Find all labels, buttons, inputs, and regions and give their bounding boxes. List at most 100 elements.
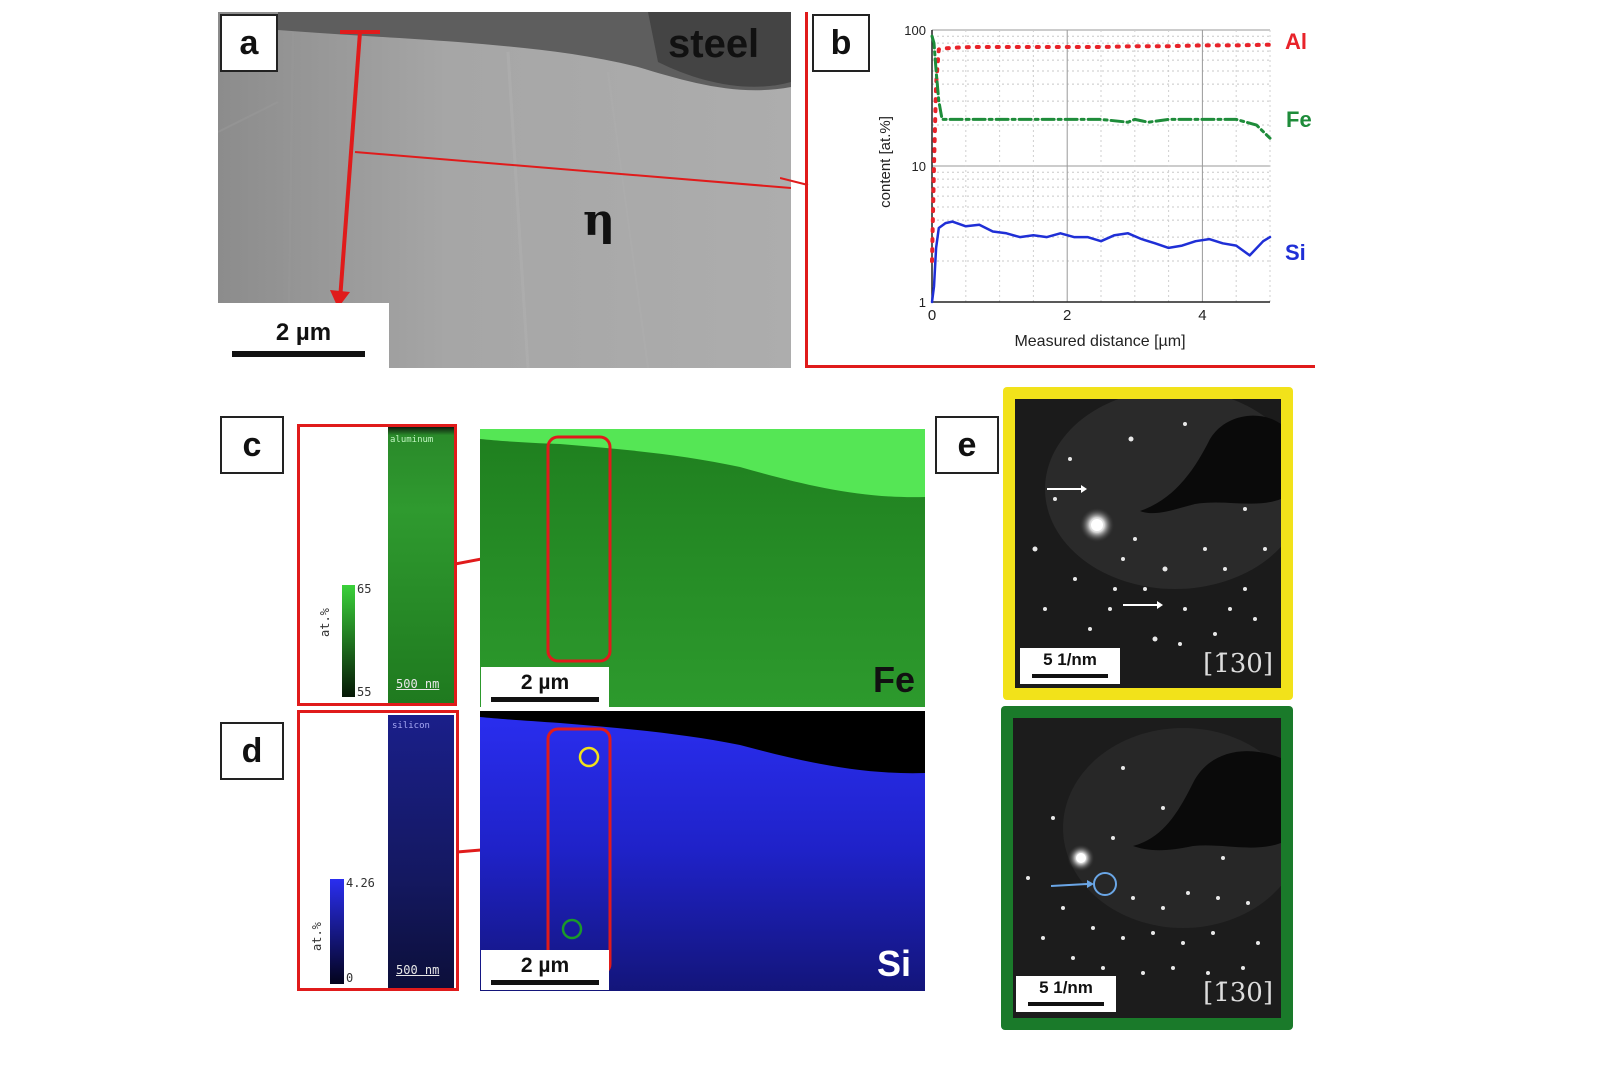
panel-d-inset-frame: 4.26 0 at.% silicon 500 nm (297, 710, 459, 991)
panel-c-colorbar (342, 585, 355, 697)
chart-series (930, 34, 1272, 304)
panel-c-colorbar-min: 55 (357, 685, 372, 699)
diffraction-spot (1088, 627, 1092, 631)
chart-ylabel: content [at.%] (877, 116, 894, 208)
series-line-si (930, 220, 1272, 304)
panel-b-chart: 0 2 4 1 10 100 Measured distance [µm] content… (877, 23, 1312, 350)
panel-e-bottom-scalebar (1028, 1002, 1104, 1006)
diffraction-spot (1051, 816, 1055, 820)
diffraction-spot (1186, 891, 1190, 895)
diffraction-spot (1181, 941, 1185, 945)
diffraction-spot (1061, 906, 1065, 910)
diffraction-spot (1256, 941, 1260, 945)
diffraction-spot (1121, 557, 1125, 561)
diffraction-spot (1143, 587, 1147, 591)
diffraction-spot (1121, 766, 1125, 770)
diffraction-pattern-bottom (1013, 718, 1281, 1018)
diffraction-spot (1131, 896, 1135, 900)
panel-c-inset-map: aluminum 500 nm (388, 427, 454, 703)
x-tick-label: 4 (1198, 307, 1206, 324)
panel-e-label: e (935, 416, 999, 474)
panel-e-top-frame: 5 1/nm [1̄30] (1003, 387, 1293, 700)
panel-e-top-diffraction: 5 1/nm [1̄30] (1015, 399, 1281, 688)
panel-a-scalebar (232, 351, 365, 357)
diffraction-spot (1041, 936, 1045, 940)
panel-c-colorbar-unit: at.% (318, 608, 332, 637)
series-line-al (930, 42, 1272, 264)
diffraction-spot (1211, 931, 1215, 935)
steel-label: steel (668, 22, 760, 66)
panel-e-top-scalebar (1032, 674, 1108, 678)
panel-c-inset-frame: 65 55 at.% aluminum 500 nm (297, 424, 457, 706)
diffraction-spot (1241, 966, 1245, 970)
diffraction-spot (1151, 931, 1155, 935)
connector-a-b (780, 177, 809, 186)
panel-d-element: Si (876, 943, 911, 984)
diffraction-spot (1053, 497, 1057, 501)
panel-e-bottom-frame: 5 1/nm [1̄30] (1001, 706, 1293, 1030)
panel-e-bottom-scalebar-box: 5 1/nm (1016, 976, 1116, 1012)
panel-b-frame (805, 12, 1315, 368)
panel-d-colorbar-max: 4.26 (346, 876, 375, 890)
diffraction-spot (1206, 971, 1210, 975)
diffraction-spot (1178, 642, 1182, 646)
panel-d-si-map-image (480, 711, 925, 991)
chart-grid (931, 29, 1271, 303)
diffraction-spot (1121, 936, 1125, 940)
panel-c-fe-map-image (480, 429, 925, 707)
diffraction-spot (1101, 966, 1105, 970)
diffraction-spot (1071, 956, 1075, 960)
panel-d-scalebar-text: 2 µm (520, 954, 570, 977)
diffraction-spot (1128, 436, 1134, 442)
diffraction-spot (1073, 577, 1077, 581)
diffraction-spot (1246, 901, 1250, 905)
panel-d-label: d (220, 722, 284, 780)
panel-e-bottom-zone-axis: [1̄30] (1203, 978, 1273, 1008)
panel-d-si-map: Si (480, 711, 925, 991)
panel-e-bottom-diffraction: 5 1/nm [1̄30] (1013, 718, 1281, 1018)
panel-c-scalebar (491, 697, 599, 702)
diffraction-spot (1243, 587, 1247, 591)
chart-axes (931, 30, 1270, 303)
diffraction-spot (1171, 966, 1175, 970)
panel-e-top-zone-axis: [1̄30] (1203, 649, 1273, 679)
panel-e-bottom-scalebar-text: 5 1/nm (1039, 978, 1093, 997)
panel-d-colorbar-unit: at.% (310, 922, 324, 951)
panel-e-top-scalebar-box: 5 1/nm (1020, 648, 1120, 684)
diffraction-spot (1183, 607, 1187, 611)
diffraction-spot (1032, 546, 1038, 552)
x-tick-label: 2 (1063, 307, 1071, 324)
y-tick-label: 1 (919, 295, 926, 310)
panel-e-top-scalebar-text: 5 1/nm (1043, 650, 1097, 669)
diffraction-spot (1203, 547, 1207, 551)
panel-c-inset-scalebar: 500 nm (396, 677, 440, 691)
diffraction-spot (1111, 836, 1115, 840)
diffraction-spot (1221, 856, 1225, 860)
panel-c-scalebar-box: 2 µm (481, 667, 609, 707)
diffraction-spot (1161, 906, 1165, 910)
panel-d-inset-title: silicon (392, 721, 430, 731)
diffraction-spot (1228, 607, 1232, 611)
panel-b-label: b (812, 14, 870, 72)
diffraction-spot (1152, 636, 1158, 642)
eta-phase-label: η (583, 195, 615, 246)
diffraction-spot (1216, 896, 1220, 900)
diffraction-spot (1043, 607, 1047, 611)
y-tick-label: 100 (904, 23, 926, 38)
legend-fe: Fe (1286, 107, 1312, 132)
diffraction-spot (1162, 566, 1168, 572)
panel-d-inset-map: silicon 500 nm (388, 715, 454, 988)
panel-c-scalebar-text: 2 µm (520, 671, 570, 694)
panel-c-colorbar-max: 65 (357, 582, 372, 596)
panel-a-scalebar-text: 2 µm (275, 319, 332, 346)
y-tick-label: 10 (912, 159, 926, 174)
diffraction-spot (1263, 547, 1267, 551)
diffraction-spot (1183, 422, 1187, 426)
panel-c-element: Fe (872, 659, 915, 700)
diffraction-pattern-top (1015, 399, 1281, 688)
panel-d-inset-scalebar: 500 nm (396, 963, 440, 977)
panel-d-colorbar (330, 879, 344, 984)
diffraction-spot (1161, 806, 1165, 810)
panel-d-scalebar (491, 980, 599, 985)
panel-a-scalebar-box: 2 µm (218, 303, 389, 368)
